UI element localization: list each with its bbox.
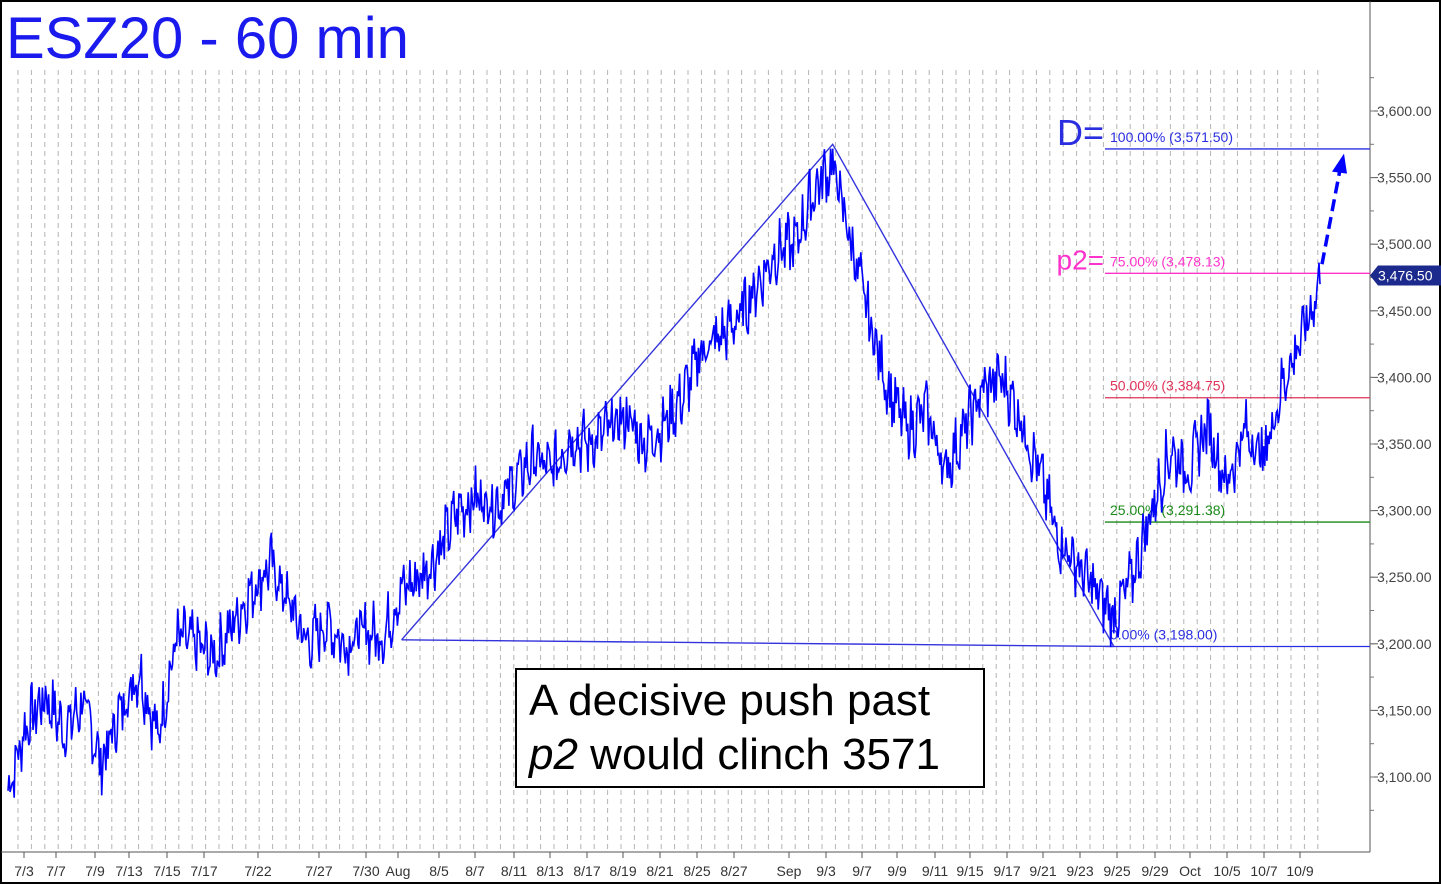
x-tick-label: 9/11 [922,863,948,879]
x-tick-label: 9/3 [816,863,836,879]
last-price-label: 3,476.50 [1378,268,1433,284]
projection-dash [1320,169,1342,265]
abc-pattern-line [401,143,1115,647]
x-tick-label: 8/7 [465,863,485,879]
x-tick-label: 10/5 [1213,863,1240,879]
x-tick-label: Sep [777,863,802,879]
x-tick-label: 9/9 [887,863,907,879]
annotation-line-1: A decisive push past [529,676,931,725]
price-series [7,148,1321,798]
y-tick-label: 3,400.00 [1377,369,1432,385]
x-tick-label: 8/5 [429,863,449,879]
x-tick-label: 10/7 [1250,863,1277,879]
last-price-tag [1370,265,1441,286]
y-tick-label: 3,500.00 [1377,236,1432,252]
level-prefix: D= [1057,112,1104,153]
y-tick-label: 3,550.00 [1377,170,1432,186]
level-prefix: p2= [1057,244,1105,275]
chart-title: ESZ20 - 60 min [6,6,409,71]
annotation-p2: p2 [529,730,578,779]
level-label: 100.00% (3,571.50) [1110,129,1233,145]
y-tick-label: 3,600.00 [1377,103,1432,119]
level-label: 25.00% (3,291.38) [1110,502,1225,518]
x-tick-label: 8/17 [573,863,600,879]
x-tick-label: 8/13 [536,863,563,879]
x-tick-label: 7/15 [153,863,180,879]
x-tick-label: 9/7 [852,863,872,879]
x-tick-label: 7/3 [14,863,34,879]
x-tick-label: 7/30 [352,863,379,879]
y-tick-label: 3,250.00 [1377,569,1432,585]
x-tick-label: 8/27 [720,863,747,879]
abc-pattern [401,143,1115,648]
x-tick-label: 7/27 [305,863,332,879]
x-tick-label: 8/19 [609,863,636,879]
x-tick-label: 7/9 [85,863,105,879]
x-tick-label: 9/25 [1103,863,1130,879]
x-tick-label: Oct [1179,863,1201,879]
annotation-rest: would clinch 3571 [577,730,940,779]
x-tick-label: 9/29 [1141,863,1168,879]
level-label: 0.00% (3,198.00) [1110,626,1217,642]
annotation-box: A decisive push past p2 would clinch 357… [515,668,985,788]
price-line [7,148,1321,798]
x-tick-label: 8/21 [646,863,673,879]
x-tick-label: 9/21 [1029,863,1056,879]
annotation-line-2: p2 would clinch 3571 [529,728,971,782]
x-tick-label: 8/25 [683,863,710,879]
x-tick-label: 7/7 [46,863,66,879]
level-label: 75.00% (3,478.13) [1110,253,1225,269]
x-tick-label: 9/15 [956,863,983,879]
x-tick-label: 7/22 [244,863,271,879]
projection-arrow [1320,153,1347,265]
last-price-marker: 3,476.50 [1370,265,1441,286]
y-tick-label: 3,200.00 [1377,636,1432,652]
y-tick-label: 3,350.00 [1377,436,1432,452]
y-axis: 3,100.00 3,150.00 3,200.00 3,250.00 3,300.00… [1370,77,1432,811]
projection-arrowhead [1332,153,1347,174]
x-axis: 7/3 7/7 7/9 7/13 7/15 7/17 7/22 7/27 7/30 Aug 8/5 8… [14,852,1314,879]
y-tick-label: 3,150.00 [1377,702,1432,718]
y-tick-label: 3,450.00 [1377,303,1432,319]
x-tick-label: 9/23 [1066,863,1093,879]
x-tick-label: 7/17 [190,863,217,879]
x-tick-label: 9/17 [993,863,1020,879]
x-tick-label: Aug [386,863,411,879]
y-tick-label: 3,300.00 [1377,503,1432,519]
x-tick-label: 7/13 [115,863,142,879]
x-tick-label: 10/9 [1286,863,1313,879]
y-tick-label: 3,100.00 [1377,769,1432,785]
fibonacci-levels: 100.00% (3,571.50) D= 75.00% (3,478.13) p2=… [1057,112,1370,648]
abc-pattern-base [401,639,1114,648]
level-label: 50.00% (3,384.75) [1110,378,1225,394]
x-tick-label: 8/11 [501,863,527,879]
